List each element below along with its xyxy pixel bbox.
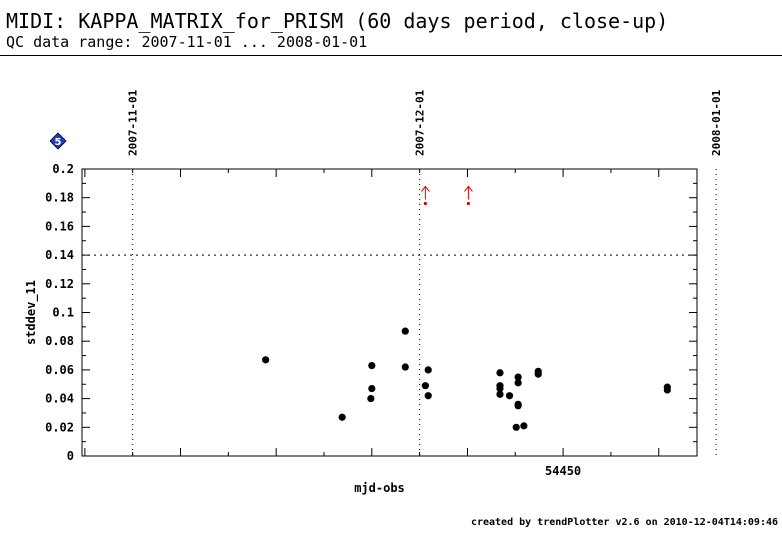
outlier-point [466, 201, 471, 206]
data-point [514, 402, 522, 410]
data-point [424, 392, 432, 400]
y-tick-label: 0.04 [45, 392, 74, 406]
period-badge-icon [49, 132, 67, 150]
x-axis-label: mjd-obs [354, 481, 405, 495]
y-tick-label: 0.08 [45, 334, 74, 348]
data-point [368, 361, 376, 370]
data-point [496, 390, 504, 398]
title-divider [0, 55, 782, 56]
x-tick-label: 54450 [545, 464, 581, 478]
data-point [262, 356, 270, 364]
y-tick-label: 0.02 [45, 420, 74, 434]
y-tick-label: 0.12 [45, 277, 74, 291]
data-point [401, 327, 409, 335]
data-point [512, 423, 520, 431]
y-tick-label: 0.16 [45, 219, 74, 233]
data-point [514, 373, 522, 381]
data-point [496, 384, 504, 393]
data-point [338, 413, 346, 421]
y-tick-label: 0.06 [45, 363, 74, 377]
period-badge-label: 5 [55, 137, 62, 148]
data-point [368, 384, 376, 393]
data-point [505, 392, 514, 400]
data-point [424, 366, 432, 374]
date-marker-label: 2008-01-01 [710, 89, 723, 156]
outlier-arrow [420, 185, 430, 200]
y-tick-label: 0.1 [52, 306, 74, 320]
data-point [520, 422, 528, 430]
y-tick-label: 0.18 [45, 191, 74, 205]
plot-frame [81, 168, 698, 457]
footer-credit: created by trendPlotter v2.6 on 2010-12-… [470, 517, 778, 528]
page-title: MIDI: KAPPA_MATRIX_for_PRISM (60 days pe… [6, 9, 669, 33]
date-marker-label: 2007-11-01 [127, 89, 140, 156]
data-point [367, 395, 375, 403]
data-point [514, 379, 522, 387]
y-tick-label: 0.14 [45, 248, 74, 262]
y-tick-label: 0.2 [52, 162, 74, 176]
data-point [534, 370, 542, 378]
outlier-arrow [464, 185, 473, 200]
data-point [663, 386, 671, 394]
data-point [421, 382, 429, 390]
data-point [401, 363, 409, 371]
y-axis-label: stddev_11 [24, 280, 39, 345]
page-subtitle: QC data range: 2007-11-01 ... 2008-01-01 [6, 33, 368, 51]
date-marker-label: 2007-12-01 [414, 89, 427, 156]
data-point [496, 369, 504, 377]
outlier-point [423, 201, 427, 206]
y-tick-label: 0 [67, 449, 74, 463]
